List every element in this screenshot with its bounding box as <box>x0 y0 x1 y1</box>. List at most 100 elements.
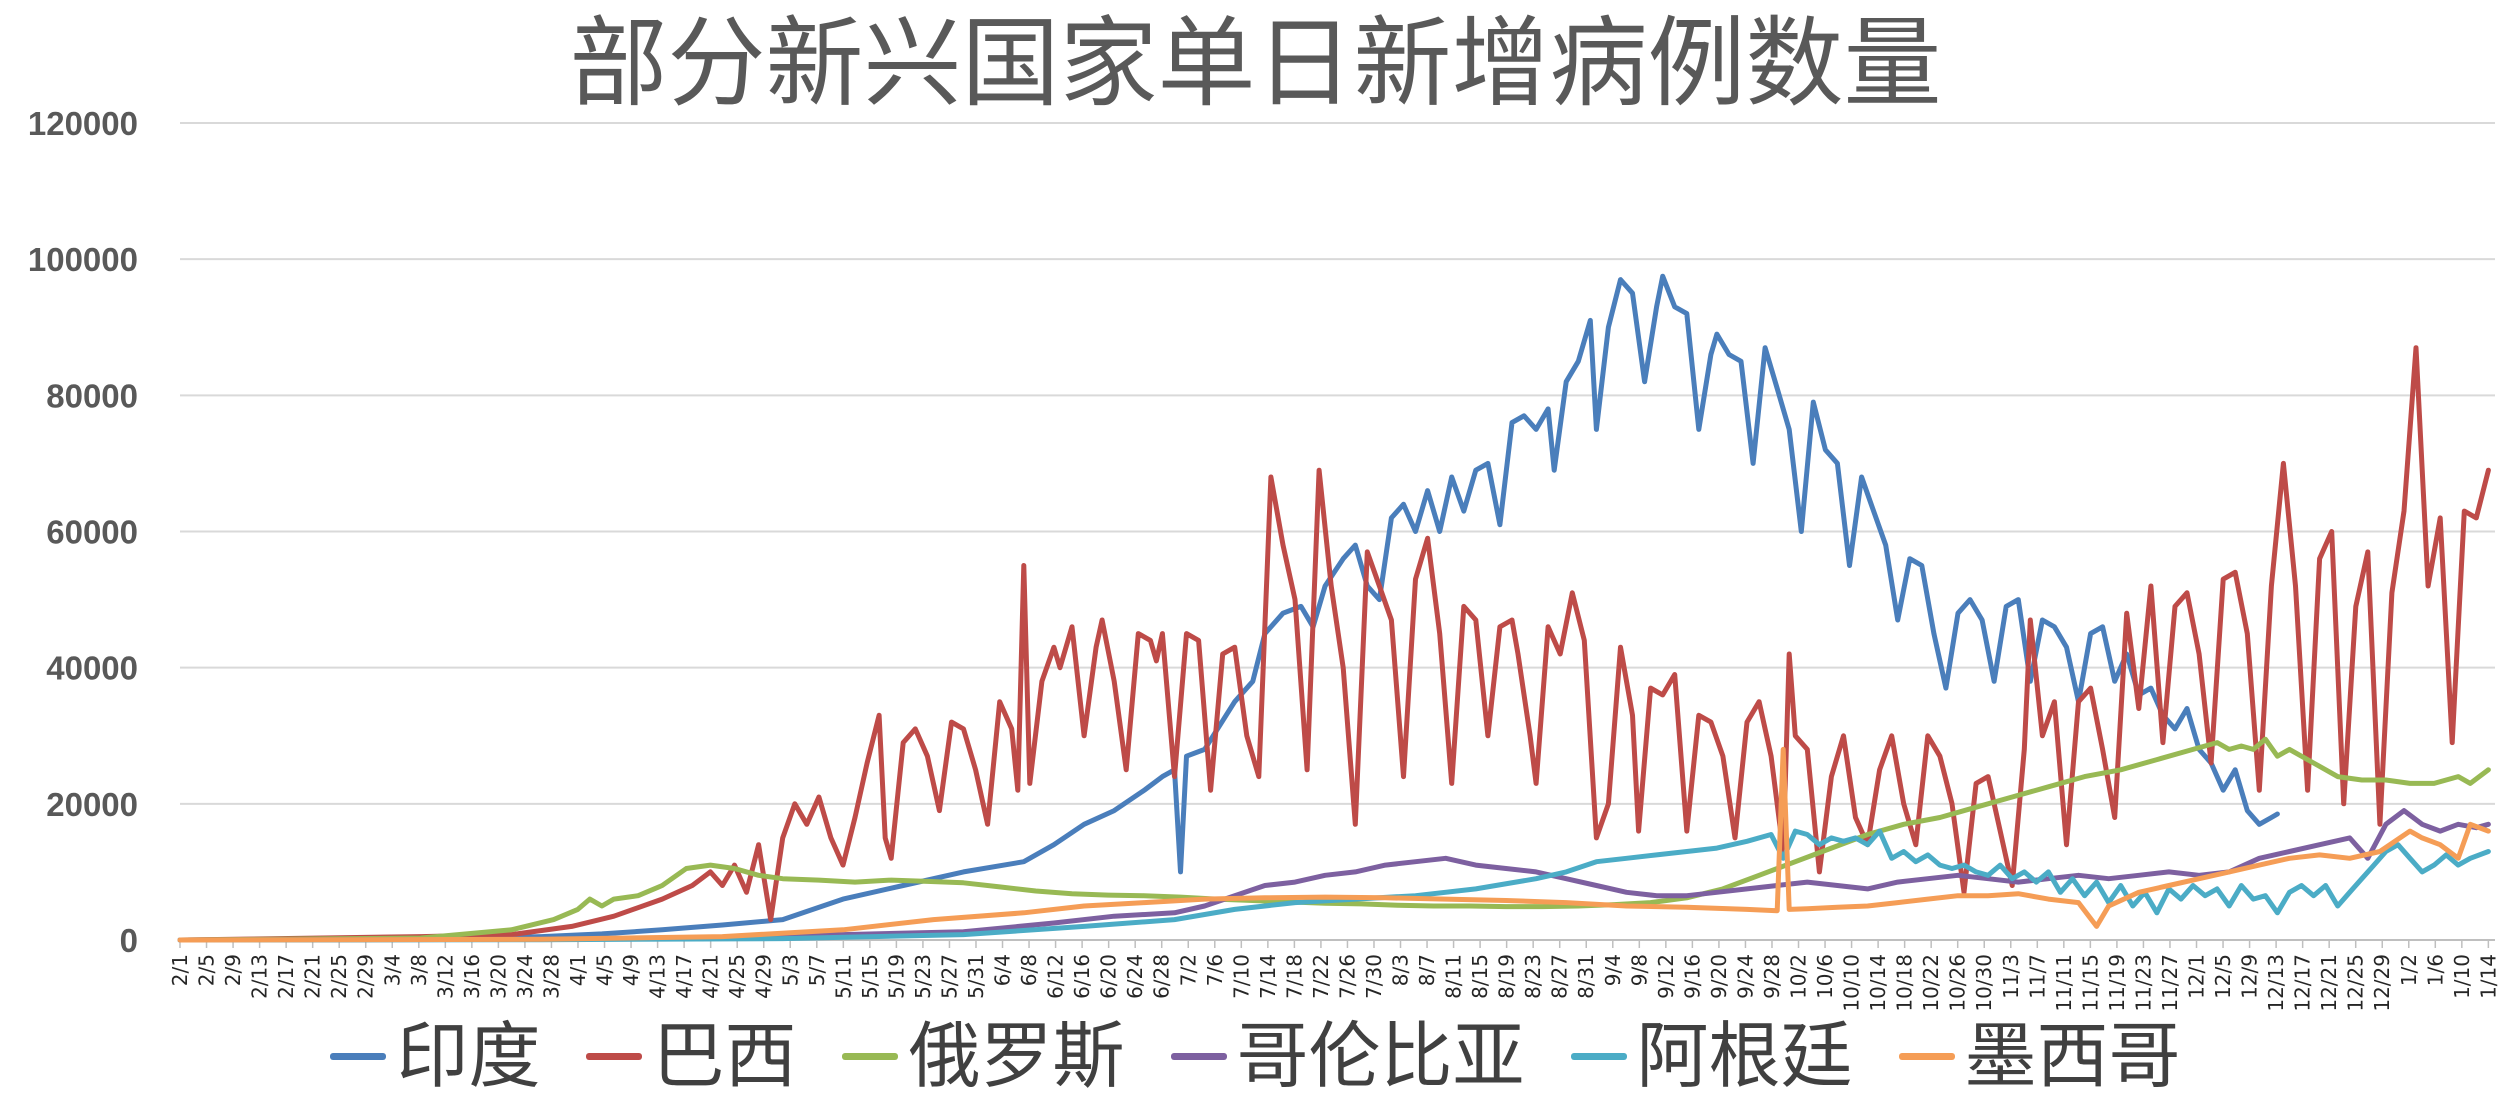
x-tick-label: 8/3 <box>1389 954 1413 986</box>
x-tick-label: 2/5 <box>195 954 219 986</box>
x-tick-label: 12/29 <box>2370 954 2394 1010</box>
x-tick-label: 2/21 <box>301 954 325 999</box>
legend-swatch <box>1570 1052 1627 1060</box>
x-tick-label: 10/18 <box>1893 954 1917 1010</box>
legend-label: 阿根廷 <box>1636 1014 1853 1098</box>
series-line-1 <box>177 345 2491 943</box>
x-tick-label: 10/26 <box>1946 954 1970 1010</box>
series-line-0 <box>177 273 2280 943</box>
x-tick-label: 1/6 <box>2423 954 2447 986</box>
x-tick-label: 6/12 <box>1044 954 1068 999</box>
gridlines <box>180 122 2495 941</box>
series-line-3 <box>177 808 2491 943</box>
x-tick-label: 2/29 <box>354 954 378 999</box>
x-tick-label: 9/20 <box>1707 954 1731 999</box>
x-tick-label: 7/18 <box>1282 954 1306 999</box>
legend-item: 阿根廷 <box>1570 1010 1853 1102</box>
x-tick-label: 12/1 <box>2185 954 2209 999</box>
x-tick-label: 4/9 <box>619 954 643 986</box>
x-tick-label: 2/25 <box>327 954 351 999</box>
legend-swatch <box>330 1052 387 1060</box>
series-line-5 <box>177 746 2491 943</box>
legend-label: 俄罗斯 <box>908 1014 1125 1098</box>
legend-item: 巴西 <box>586 1010 796 1102</box>
series-line-2 <box>177 736 2491 943</box>
x-tick-label: 3/20 <box>486 954 510 999</box>
x-tick-label: 11/15 <box>2078 954 2102 1010</box>
y-axis-ticks: 0 20000 40000 60000 80000 100000 120000 <box>28 105 138 959</box>
x-axis-ticks: 2/1 2/5 2/9 2/13 2/17 2/21 2/25 2/29 3/4 3/8 3/12 3… <box>168 954 2500 1010</box>
y-tick-label: 0 <box>120 922 138 959</box>
x-tick-label: 3/12 <box>433 954 457 999</box>
legend-label: 印度 <box>396 1014 541 1098</box>
x-tick-label: 5/19 <box>884 954 908 999</box>
x-tick-label: 5/27 <box>937 954 961 999</box>
series-lines <box>177 273 2491 943</box>
line-chart: 0 20000 40000 60000 80000 100000 120000 2/1 2/5… <box>28 105 2500 1010</box>
x-tick-label: 5/23 <box>911 954 935 999</box>
x-tick-label: 2/9 <box>221 954 245 986</box>
x-tick-label: 4/5 <box>593 954 617 986</box>
x-tick-label: 4/1 <box>566 954 590 986</box>
legend-swatch <box>1170 1052 1227 1060</box>
x-tick-label: 4/13 <box>646 954 670 999</box>
x-tick-label: 8/15 <box>1468 954 1492 999</box>
series-line-4 <box>177 828 2491 943</box>
x-tick-label: 8/23 <box>1521 954 1545 999</box>
legend-label: 哥伦比亚 <box>1236 1014 1525 1098</box>
x-tick-label: 10/6 <box>1813 954 1837 999</box>
x-tick-label: 12/25 <box>2344 954 2368 1010</box>
x-tick-label: 5/31 <box>964 954 988 999</box>
x-tick-label: 9/28 <box>1760 954 1784 999</box>
x-tick-label: 8/27 <box>1548 954 1572 999</box>
x-tick-label: 8/7 <box>1415 954 1439 986</box>
x-tick-label: 11/19 <box>2105 954 2129 1010</box>
legend-item: 墨西哥 <box>1898 1010 2181 1102</box>
x-tick-label: 3/24 <box>513 954 537 999</box>
x-tick-label: 12/5 <box>2211 954 2235 999</box>
x-tick-label: 7/6 <box>1203 954 1227 986</box>
x-tick-label: 6/20 <box>1097 954 1121 999</box>
x-tick-label: 5/3 <box>778 954 802 986</box>
x-tick-label: 8/11 <box>1442 954 1466 999</box>
x-tick-label: 6/16 <box>1070 954 1094 999</box>
y-tick-label: 60000 <box>46 514 138 551</box>
x-tick-label: 7/2 <box>1176 954 1200 986</box>
y-tick-label: 80000 <box>46 377 138 414</box>
x-tick-label: 10/22 <box>1919 954 1943 1010</box>
x-tick-label: 12/13 <box>2264 954 2288 1010</box>
x-tick-label: 1/14 <box>2476 954 2500 999</box>
x-tick-label: 8/19 <box>1495 954 1519 999</box>
legend-swatch <box>842 1052 899 1060</box>
x-tick-label: 11/7 <box>2025 954 2049 999</box>
legend: 印度 巴西 俄罗斯 哥伦比亚 阿根廷 墨西哥 <box>0 1010 2511 1102</box>
x-tick-label: 11/27 <box>2158 954 2182 1010</box>
x-tick-label: 2/17 <box>274 954 298 999</box>
legend-label: 墨西哥 <box>1964 1014 2181 1098</box>
x-tick-label: 4/21 <box>699 954 723 999</box>
x-tick-label: 10/10 <box>1840 954 1864 1010</box>
x-tick-label: 9/16 <box>1680 954 1704 999</box>
x-tick-label: 9/4 <box>1601 954 1625 986</box>
x-tick-label: 6/28 <box>1150 954 1174 999</box>
x-tick-label: 5/7 <box>805 954 829 986</box>
legend-label: 巴西 <box>652 1014 797 1098</box>
x-tick-label: 4/17 <box>672 954 696 999</box>
x-tick-label: 10/2 <box>1787 954 1811 999</box>
x-tick-label: 1/10 <box>2450 954 2474 999</box>
x-tick-label: 1/2 <box>2397 954 2421 986</box>
y-tick-label: 20000 <box>46 786 138 823</box>
x-tick-label: 9/24 <box>1733 954 1757 999</box>
x-tick-label: 2/1 <box>168 954 192 986</box>
chart-title: 部分新兴国家单日新增病例数量 <box>569 7 1942 121</box>
x-tick-label: 4/29 <box>752 954 776 999</box>
x-tick-label: 3/16 <box>460 954 484 999</box>
x-tick-label: 7/10 <box>1229 954 1253 999</box>
y-tick-label: 40000 <box>46 650 138 687</box>
x-tick-label: 2/13 <box>248 954 272 999</box>
legend-item: 哥伦比亚 <box>1170 1010 1525 1102</box>
x-tick-label: 8/31 <box>1574 954 1598 999</box>
x-tick-label: 3/28 <box>539 954 563 999</box>
x-tick-label: 3/8 <box>407 954 431 986</box>
x-tick-label: 10/14 <box>1866 954 1890 1010</box>
